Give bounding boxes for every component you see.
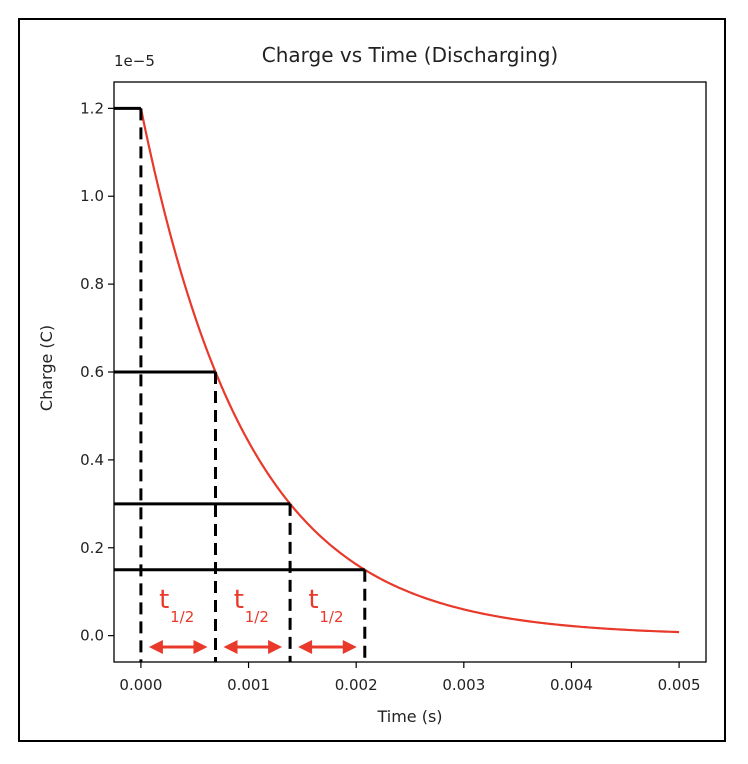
y-axis-label: Charge (C)	[37, 325, 56, 411]
x-tick-label: 0.001	[227, 676, 270, 694]
x-tick-label: 0.003	[442, 676, 485, 694]
x-tick-label: 0.004	[550, 676, 593, 694]
x-tick-label: 0.005	[658, 676, 701, 694]
y-tick-label: 0.2	[80, 539, 104, 557]
half-life-arrow-right-head	[268, 640, 283, 654]
y-tick-label: 0.8	[80, 275, 104, 293]
half-life-label-subscript: 1/2	[319, 608, 343, 626]
half-life-arrow-right-head	[342, 640, 357, 654]
half-life-label-subscript: 1/2	[170, 608, 194, 626]
chart-title: Charge vs Time (Discharging)	[262, 43, 558, 67]
half-life-label: t	[234, 585, 244, 615]
half-life-arrow-left-head	[223, 640, 238, 654]
y-tick-label: 1.2	[80, 99, 104, 117]
charge-curve	[139, 108, 680, 634]
figure-frame	[18, 18, 726, 742]
x-tick-label: 0.000	[119, 676, 162, 694]
half-life-arrow-left-head	[298, 640, 313, 654]
plot-area: t1/2t1/2t1/20.000 0.001 0.002 0.003 0.004 0.0…	[80, 81, 707, 694]
half-life-label: t	[308, 585, 318, 615]
half-life-arrow-right-head	[193, 640, 208, 654]
x-tick-label: 0.002	[335, 676, 378, 694]
half-life-label: t	[159, 585, 169, 615]
y-tick-label: 0.0	[80, 627, 104, 645]
y-tick-label: 0.6	[80, 363, 104, 381]
y-tick-label: 0.4	[80, 451, 104, 469]
y-tick-label: 1.0	[80, 187, 104, 205]
half-life-arrow-left-head	[148, 640, 163, 654]
half-life-label-subscript: 1/2	[245, 608, 269, 626]
y-offset-label: 1e−5	[114, 52, 155, 70]
x-axis-label: Time (s)	[376, 707, 442, 726]
